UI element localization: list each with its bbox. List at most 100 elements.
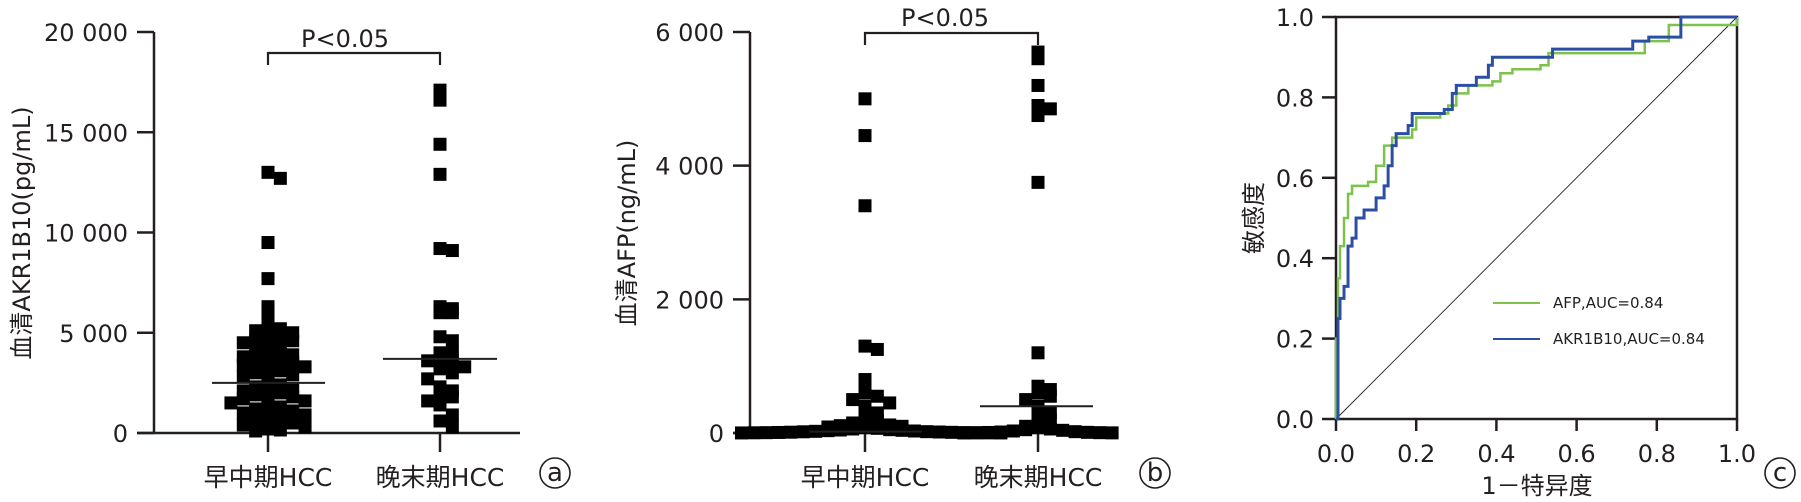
y-axis-label: 血清AFP(ng/mL) <box>613 140 641 327</box>
data-point <box>445 390 459 404</box>
legend-label-akr1b10: AKR1B10,AUC=0.84 <box>1553 330 1705 348</box>
data-point <box>249 414 263 428</box>
data-point <box>261 352 275 366</box>
data-point <box>433 398 447 412</box>
reference-diagonal <box>1335 16 1738 420</box>
x-tick-label: 0.2 <box>1397 440 1435 468</box>
data-point <box>858 129 872 143</box>
data-point <box>433 388 447 402</box>
data-point <box>1031 386 1045 400</box>
data-point <box>261 340 275 354</box>
data-point <box>1093 426 1107 440</box>
data-point <box>445 244 459 258</box>
data-point <box>858 92 872 106</box>
y-tick-label: 0.4 <box>1276 245 1314 273</box>
data-point <box>846 393 860 407</box>
data-point <box>870 421 884 435</box>
p-value-annotation: P<0.05 <box>901 4 989 32</box>
data-point <box>858 386 872 400</box>
roc-curve-afp <box>1334 17 1739 419</box>
significance-bracket <box>863 31 1040 45</box>
data-point <box>236 406 250 420</box>
data-point <box>870 389 884 403</box>
data-point <box>273 364 287 378</box>
data-point <box>772 425 786 439</box>
data-point <box>833 423 847 437</box>
data-point <box>846 422 860 436</box>
data-point <box>883 423 897 437</box>
data-point <box>870 342 884 356</box>
y-tick-label: 2 000 <box>655 286 724 314</box>
data-point <box>1031 346 1045 360</box>
data-point <box>298 408 312 422</box>
x-tick-label: 0.0 <box>1317 440 1355 468</box>
x-tick-label: 0.4 <box>1477 440 1515 468</box>
data-point <box>298 394 312 408</box>
data-point <box>249 366 263 380</box>
y-tick-label: 0.2 <box>1276 326 1314 354</box>
category-label: 早中期HCC <box>801 463 930 492</box>
y-tick-label: 0 <box>113 420 128 448</box>
data-point <box>1043 102 1057 116</box>
data-point <box>1019 423 1033 437</box>
y-tick-label: 0.8 <box>1276 84 1314 112</box>
data-point <box>858 399 872 413</box>
data-point <box>273 332 287 346</box>
data-point <box>273 400 287 414</box>
category-label: 早中期HCC <box>204 463 333 492</box>
data-point <box>920 425 934 439</box>
roc-curve-akr1b10 <box>1336 15 1737 421</box>
svg-text:b: b <box>1147 458 1164 488</box>
category-label: 晚末期HCC <box>376 463 505 492</box>
data-point <box>982 425 996 439</box>
data-point <box>236 392 250 406</box>
data-point <box>433 83 447 97</box>
panel-b: 血清AFP(ng/mL) P<0.05 早中期HCC 晚末期HCC b 0 2 0… <box>613 4 1171 492</box>
x-tick-label: 0.8 <box>1638 440 1676 468</box>
data-point <box>433 306 447 320</box>
data-point <box>273 423 287 437</box>
legend: AFP,AUC=0.84 AKR1B10,AUC=0.84 <box>1493 294 1705 348</box>
data-point <box>445 306 459 320</box>
data-point <box>433 242 447 256</box>
data-point <box>759 426 773 440</box>
data-point <box>433 93 447 107</box>
data-point <box>273 354 287 368</box>
y-tick-label: 1.0 <box>1276 4 1314 32</box>
data-point <box>932 425 946 439</box>
panel-c: 敏感度 1－特异度 AFP,AUC=0.84 AKR1B10,AUC=0.84 … <box>1240 4 1796 500</box>
data-point <box>273 342 287 356</box>
data-point <box>249 388 263 402</box>
data-point <box>1031 409 1045 423</box>
data-point <box>236 418 250 432</box>
data-point <box>421 394 435 408</box>
data-point <box>261 386 275 400</box>
y-tick-label: 10 000 <box>44 220 128 248</box>
svg-text:a: a <box>547 458 563 488</box>
data-point <box>273 386 287 400</box>
data-point <box>883 396 897 410</box>
data-point <box>286 368 300 382</box>
significance-bracket <box>266 51 442 65</box>
data-point <box>433 167 447 181</box>
data-point <box>261 410 275 424</box>
data-point <box>858 339 872 353</box>
data-point <box>1006 424 1020 438</box>
y-tick-label: 15 000 <box>44 119 128 147</box>
data-point <box>1031 421 1045 435</box>
data-point <box>1080 425 1094 439</box>
data-point <box>273 322 287 336</box>
data-point <box>236 358 250 372</box>
data-point <box>445 408 459 422</box>
y-tick-label: 4 000 <box>655 153 724 181</box>
data-point <box>261 308 275 322</box>
data-point <box>957 426 971 440</box>
y-tick-label: 0 <box>709 420 724 448</box>
data-point <box>1019 393 1033 407</box>
data-point <box>298 420 312 434</box>
panel-a: 血清AKR1B10(pg/mL) P<0.05 早中期HCC 晚末期HCC a … <box>8 19 571 492</box>
y-tick-label: 0.0 <box>1276 406 1314 434</box>
p-value-annotation: P<0.05 <box>301 25 389 53</box>
y-axis-label: 血清AKR1B10(pg/mL) <box>8 106 36 359</box>
